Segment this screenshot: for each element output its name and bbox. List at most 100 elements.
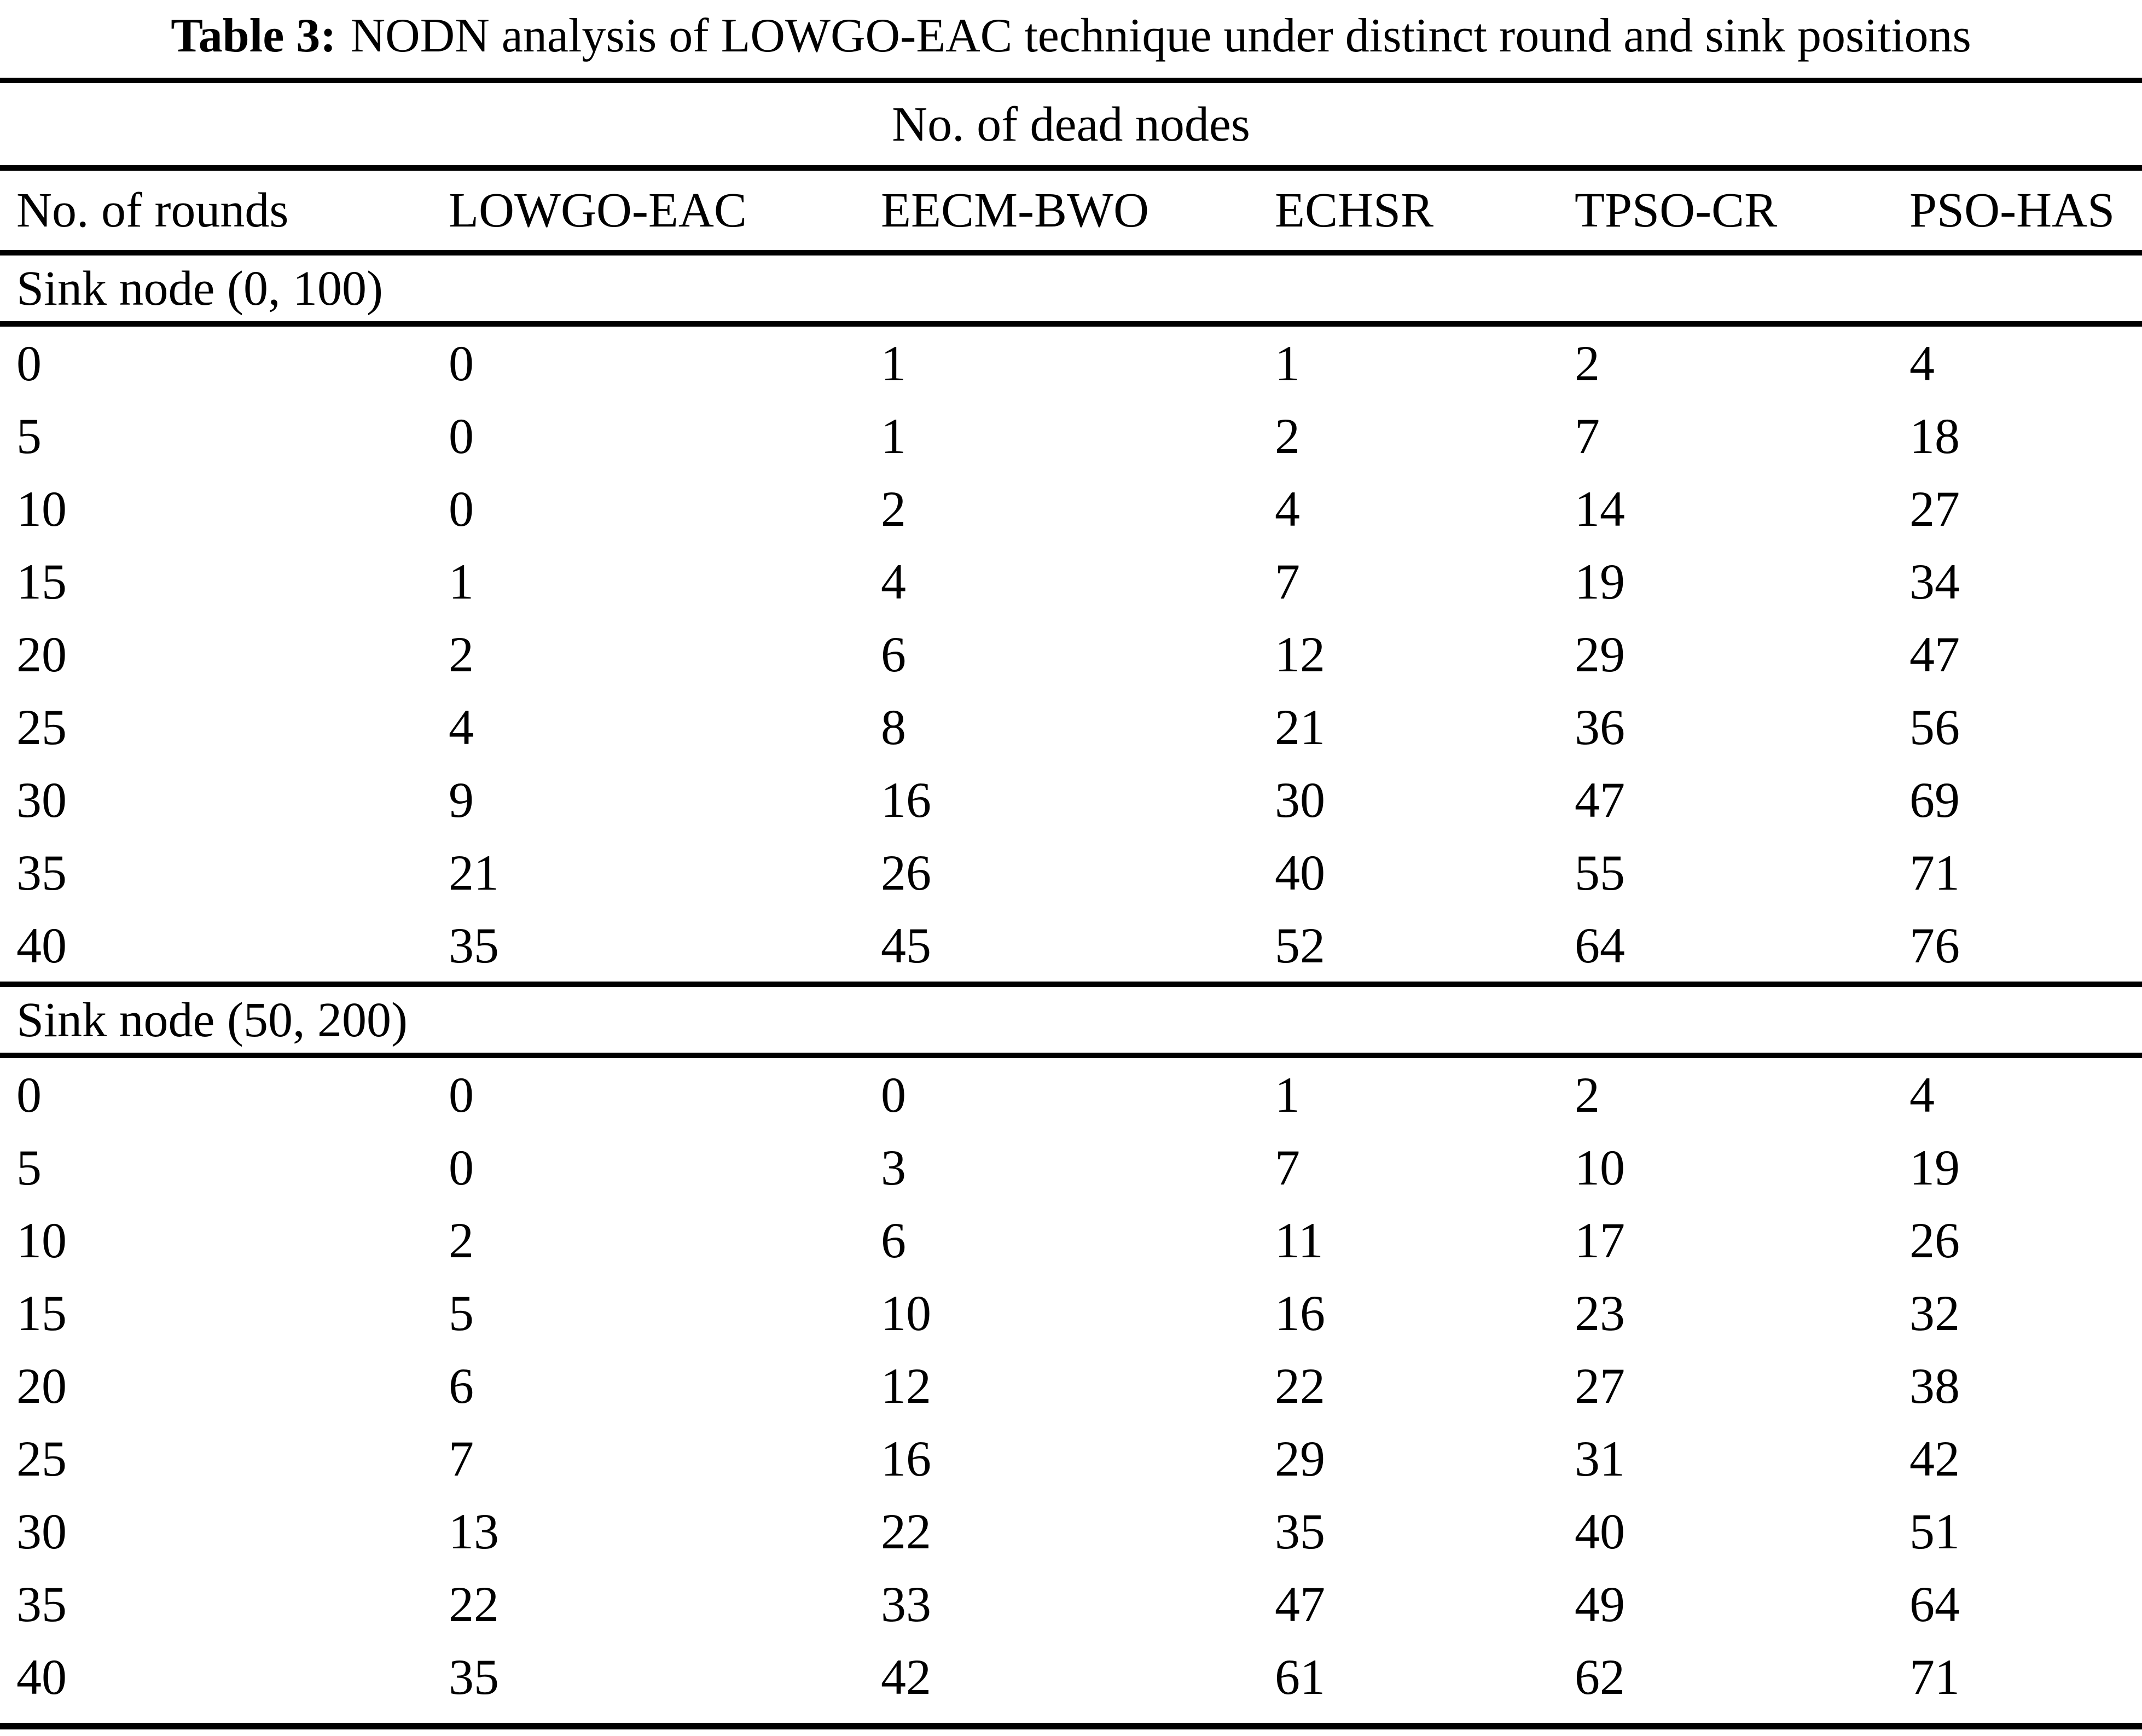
table-cell: 29 — [1575, 626, 1625, 682]
table-cell: 0 — [449, 1066, 474, 1123]
span-header-dead-nodes: No. of dead nodes — [892, 97, 1250, 152]
divider-below-span-header — [0, 165, 2142, 171]
row-label-rounds: 40 — [16, 917, 67, 973]
table-cell: 42 — [1909, 1430, 1960, 1487]
table-cell: 3 — [881, 1139, 906, 1195]
table-cell: 35 — [1275, 1503, 1325, 1559]
row-label-rounds: 35 — [16, 844, 67, 901]
table-cell: 7 — [449, 1430, 474, 1487]
table-cell: 1 — [881, 408, 906, 464]
column-header-eecm-bwo: EECM-BWO — [881, 183, 1149, 237]
table-cell: 35 — [449, 917, 499, 973]
table-cell: 32 — [1909, 1285, 1960, 1341]
table-cell: 22 — [449, 1576, 499, 1632]
table-cell: 34 — [1909, 553, 1960, 609]
row-label-rounds: 20 — [16, 626, 67, 682]
table-cell: 0 — [881, 1066, 906, 1123]
column-header-rounds: No. of rounds — [16, 183, 289, 237]
table-cell: 4 — [449, 699, 474, 755]
row-label-rounds: 20 — [16, 1357, 67, 1414]
table-cell: 40 — [1575, 1503, 1625, 1559]
table-cell: 9 — [449, 771, 474, 828]
table-cell: 1 — [1275, 335, 1300, 391]
table-cell: 21 — [449, 844, 499, 901]
table-cell: 2 — [881, 480, 906, 537]
table-cell: 40 — [1275, 844, 1325, 901]
divider-above-section-2 — [0, 982, 2142, 987]
span-header-row: No. of dead nodes — [0, 83, 2142, 165]
table-cell: 0 — [449, 408, 474, 464]
table-cell: 17 — [1575, 1212, 1625, 1268]
row-label-rounds: 30 — [16, 771, 67, 828]
table-cell: 64 — [1575, 917, 1625, 973]
table-cell: 35 — [449, 1648, 499, 1705]
table-cell: 8 — [881, 699, 906, 755]
table-cell: 16 — [881, 771, 931, 828]
table-cell: 6 — [881, 1212, 906, 1268]
table-cell: 4 — [1909, 335, 1935, 391]
table-cell: 14 — [1575, 480, 1625, 537]
top-rule — [0, 78, 2142, 83]
table-cell: 1 — [1275, 1066, 1300, 1123]
table-cell: 6 — [449, 1357, 474, 1414]
section-header-sink-50-200: Sink node (50, 200) — [0, 987, 2142, 1053]
table-cell: 1 — [881, 335, 906, 391]
table-cell: 12 — [881, 1357, 931, 1414]
table-cell: 4 — [1909, 1066, 1935, 1123]
table-body-section-2: 0 0 0 1 2 4 5 0 3 7 10 19 10 2 6 11 17 26 15 5 10 16 23 32 20 6 12… — [0, 1058, 2142, 1713]
column-header-pso-has: PSO-HAS — [1909, 183, 2115, 237]
bottom-rule — [0, 1723, 2142, 1729]
table-cell: 45 — [881, 917, 931, 973]
table-cell: 6 — [881, 626, 906, 682]
divider-below-column-headers — [0, 250, 2142, 256]
divider-below-section-2-header — [0, 1053, 2142, 1058]
section-label: Sink node (0, 100) — [16, 261, 383, 316]
table-cell: 62 — [1575, 1648, 1625, 1705]
table-cell: 33 — [881, 1576, 931, 1632]
table-cell: 2 — [1275, 408, 1300, 464]
row-label-rounds: 0 — [16, 1066, 42, 1123]
column-header-tpso-cr: TPSO-CR — [1575, 183, 1778, 237]
table-cell: 51 — [1909, 1503, 1960, 1559]
row-label-rounds: 5 — [16, 408, 42, 464]
table-cell: 38 — [1909, 1357, 1960, 1414]
section-label: Sink node (50, 200) — [16, 992, 408, 1047]
table-cell: 27 — [1575, 1357, 1625, 1414]
table-cell: 10 — [881, 1285, 931, 1341]
table-cell: 21 — [1275, 699, 1325, 755]
table-cell: 2 — [449, 1212, 474, 1268]
table-cell: 71 — [1909, 844, 1960, 901]
table-cell: 55 — [1575, 844, 1625, 901]
table-cell: 56 — [1909, 699, 1960, 755]
table-cell: 0 — [449, 335, 474, 391]
column-header-lowgo-eac: LOWGO-EAC — [449, 183, 747, 237]
table-cell: 7 — [1575, 408, 1600, 464]
table-cell: 52 — [1275, 917, 1325, 973]
table-cell: 2 — [1575, 335, 1600, 391]
table-cell: 4 — [881, 553, 906, 609]
table-cell: 1 — [449, 553, 474, 609]
table-cell: 13 — [449, 1503, 499, 1559]
table-caption-text: NODN analysis of LOWGO-EAC technique und… — [350, 9, 1971, 62]
table-cell: 71 — [1909, 1648, 1960, 1705]
row-label-rounds: 0 — [16, 335, 42, 391]
row-label-rounds: 10 — [16, 480, 67, 537]
table-cell: 10 — [1575, 1139, 1625, 1195]
table-cell: 47 — [1909, 626, 1960, 682]
row-label-rounds: 5 — [16, 1139, 42, 1195]
table-cell: 76 — [1909, 917, 1960, 973]
table-cell: 69 — [1909, 771, 1960, 828]
table-cell: 4 — [1275, 480, 1300, 537]
row-label-rounds: 25 — [16, 1430, 67, 1487]
table-cell: 0 — [449, 480, 474, 537]
table-cell: 27 — [1909, 480, 1960, 537]
table-cell: 64 — [1909, 1576, 1960, 1632]
table-cell: 42 — [881, 1648, 931, 1705]
table-caption: Table 3: NODN analysis of LOWGO-EAC techn… — [0, 0, 2142, 65]
table-cell: 16 — [1275, 1285, 1325, 1341]
row-label-rounds: 15 — [16, 1285, 67, 1341]
table-cell: 16 — [881, 1430, 931, 1487]
table-cell: 30 — [1275, 771, 1325, 828]
table-cell: 61 — [1275, 1648, 1325, 1705]
table-cell: 26 — [881, 844, 931, 901]
